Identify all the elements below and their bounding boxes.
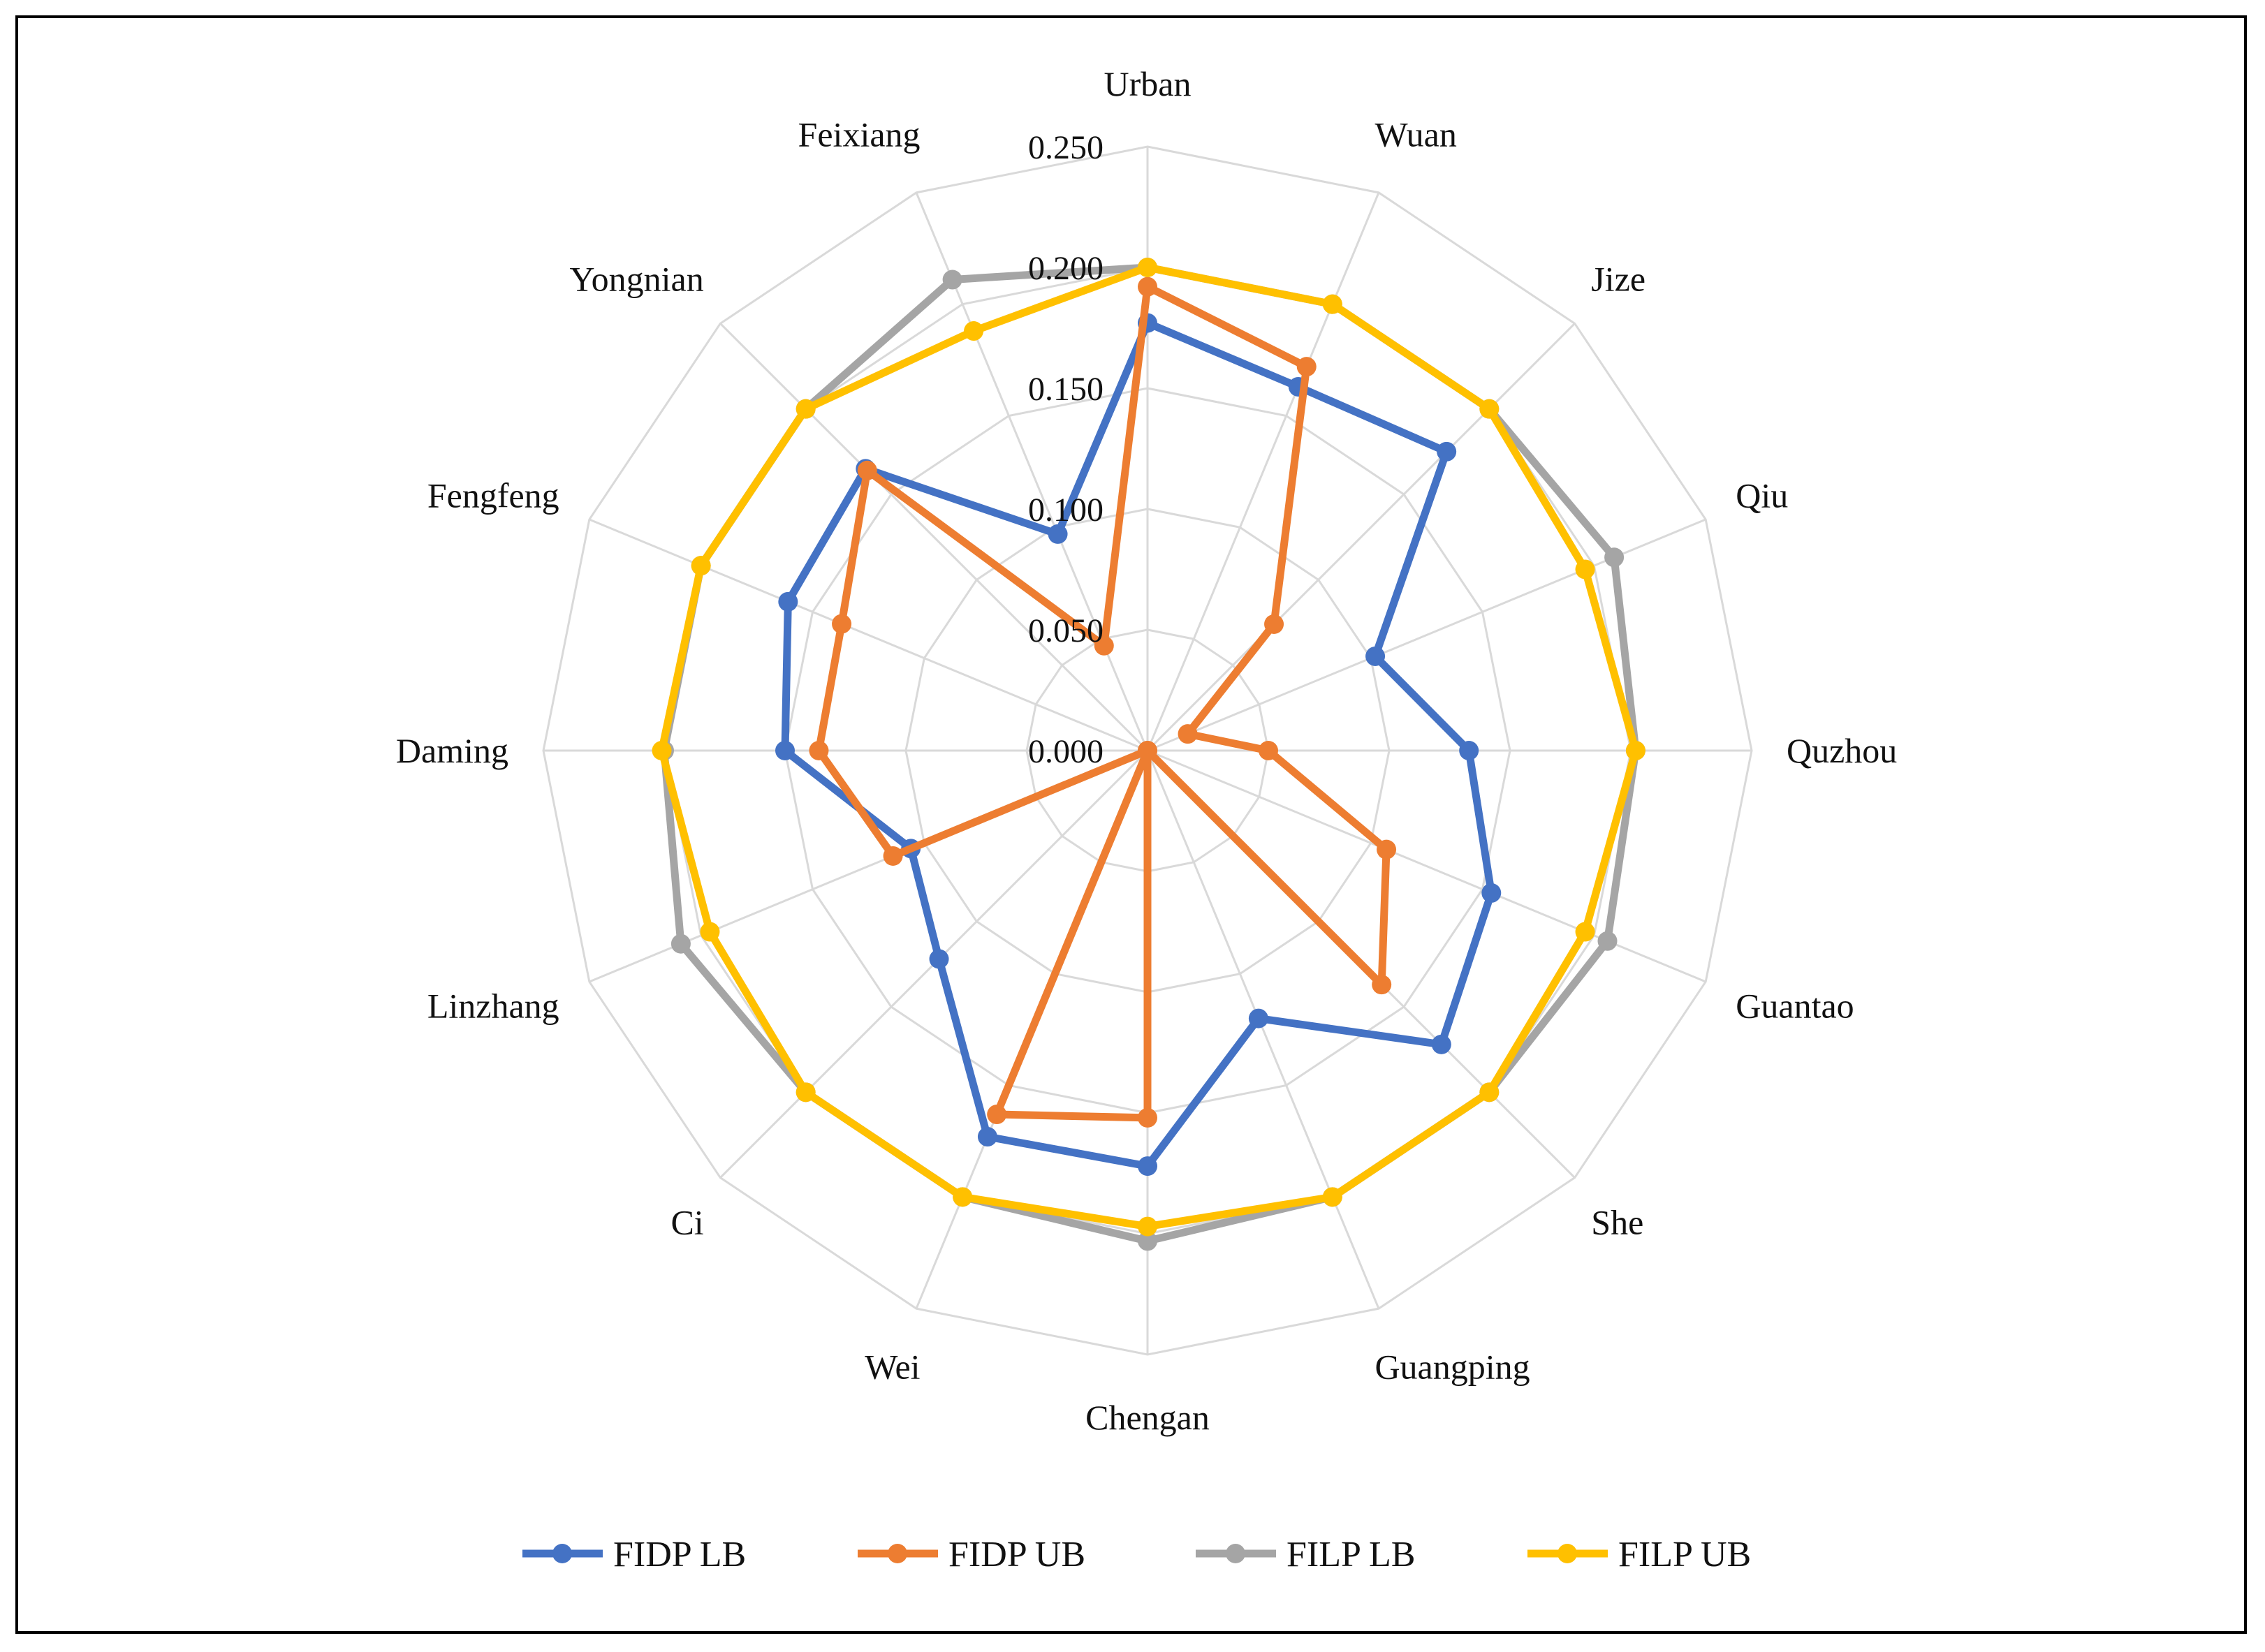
category-label-fengfeng: Fengfeng <box>427 476 559 515</box>
spoke-fengfeng <box>589 518 1148 752</box>
tick-label-0: 0.000 <box>1028 733 1104 770</box>
point-fidp-ub-jize <box>1264 614 1284 634</box>
legend-label-fidp-ub: FIDP UB <box>948 1535 1085 1574</box>
legend-swatch-marker-fidp-lb <box>552 1544 572 1563</box>
category-label-guantao: Guantao <box>1736 986 1854 1025</box>
point-filp-ub-guangping <box>1322 1187 1342 1207</box>
point-filp-ub-feixiang <box>964 321 984 341</box>
point-fidp-lb-guangping <box>1248 1008 1268 1028</box>
legend-swatch-marker-filp-ub <box>1557 1544 1577 1563</box>
category-label-wei: Wei <box>865 1347 920 1386</box>
point-fidp-ub-fengfeng <box>832 614 852 634</box>
legend-item-filp-lb: FILP LB <box>1196 1535 1415 1574</box>
point-filp-lb-feixiang <box>942 270 962 290</box>
point-filp-lb-qiu <box>1604 547 1625 568</box>
tick-label-3: 0.150 <box>1028 371 1104 408</box>
series-fidp-lb <box>775 313 1502 1177</box>
point-filp-ub-quzhou <box>1625 741 1645 760</box>
category-label-she: She <box>1591 1202 1643 1241</box>
point-fidp-lb-jize <box>1437 441 1457 462</box>
point-filp-ub-linzhang <box>700 922 720 942</box>
category-label-urban: Urban <box>1104 64 1192 103</box>
point-fidp-ub-qiu <box>1178 724 1198 744</box>
category-label-linzhang: Linzhang <box>427 986 559 1025</box>
radial-tick-labels: 0.000 0.050 0.100 0.150 0.200 0.250 <box>1028 129 1104 770</box>
category-label-daming: Daming <box>396 731 508 770</box>
point-fidp-ub-she <box>1372 975 1392 995</box>
series-filp-ub <box>652 258 1645 1237</box>
point-fidp-lb-chengan <box>1138 1156 1157 1177</box>
legend-swatch-marker-filp-lb <box>1226 1544 1245 1563</box>
point-fidp-ub-wuan <box>1296 357 1317 377</box>
series-line-fidp-lb <box>781 319 1495 1170</box>
tick-label-4: 0.200 <box>1028 250 1104 287</box>
category-label-jize: Jize <box>1591 260 1645 299</box>
point-filp-lb-linzhang <box>670 934 691 954</box>
point-fidp-lb-quzhou <box>1459 741 1479 760</box>
point-fidp-lb-fengfeng <box>778 591 798 612</box>
tick-label-5: 0.250 <box>1028 129 1104 166</box>
legend-item-fidp-lb: FIDP LB <box>522 1535 746 1574</box>
category-label-wuan: Wuan <box>1375 115 1456 154</box>
point-fidp-ub-daming <box>809 741 829 760</box>
radar-series <box>652 258 1645 1251</box>
point-filp-ub-fengfeng <box>691 556 711 576</box>
point-fidp-lb-ci <box>929 949 949 969</box>
legend-swatch-marker-fidp-ub <box>888 1544 907 1563</box>
point-filp-ub-she <box>1479 1082 1500 1102</box>
point-filp-ub-urban <box>1138 258 1157 277</box>
category-label-quzhou: Quzhou <box>1787 731 1897 770</box>
point-fidp-ub-feixiang <box>1094 635 1114 656</box>
series-fidp-ub <box>809 276 1397 1128</box>
point-fidp-ub-linzhang <box>883 846 903 866</box>
category-label-ci: Ci <box>670 1202 703 1241</box>
point-filp-ub-wuan <box>1322 294 1342 314</box>
tick-label-1: 0.050 <box>1028 612 1104 649</box>
point-fidp-lb-guantao <box>1481 883 1502 903</box>
point-fidp-ub-urban <box>1138 276 1157 297</box>
point-filp-ub-qiu <box>1575 559 1595 580</box>
category-label-chengan: Chengan <box>1085 1398 1210 1437</box>
category-label-feixiang: Feixiang <box>798 115 921 154</box>
point-fidp-ub-ci <box>1138 741 1157 760</box>
point-filp-ub-jize <box>1479 399 1500 419</box>
point-filp-lb-chengan <box>1138 1231 1157 1251</box>
point-filp-ub-guantao <box>1575 922 1595 942</box>
category-label-qiu: Qiu <box>1736 476 1788 515</box>
point-filp-lb-guantao <box>1597 931 1618 951</box>
spoke-guangping <box>1146 750 1380 1309</box>
point-filp-ub-ci <box>796 1082 816 1102</box>
legend-item-filp-ub: FILP UB <box>1527 1535 1751 1574</box>
spoke-jize <box>1146 323 1576 752</box>
legend-item-fidp-ub: FIDP UB <box>858 1535 1085 1574</box>
point-fidp-ub-yongnian <box>857 460 877 480</box>
tick-label-2: 0.100 <box>1028 492 1104 529</box>
point-fidp-lb-wei <box>977 1127 997 1147</box>
point-filp-ub-daming <box>652 741 672 760</box>
point-filp-ub-wei <box>953 1187 973 1207</box>
spoke-yongnian <box>719 323 1149 752</box>
category-labels: Urban Wuan Jize Qiu Quzhou Guantao She Guangpin… <box>396 64 1897 1437</box>
category-label-yongnian: Yongnian <box>570 260 704 299</box>
point-filp-ub-yongnian <box>796 399 816 419</box>
point-fidp-ub-guantao <box>1377 839 1397 860</box>
point-fidp-lb-she <box>1431 1034 1451 1054</box>
legend-label-filp-ub: FILP UB <box>1618 1535 1751 1574</box>
point-fidp-lb-qiu <box>1365 646 1386 666</box>
spoke-wuan <box>1146 192 1380 751</box>
point-fidp-ub-quzhou <box>1259 741 1278 760</box>
legend-label-filp-lb: FILP LB <box>1287 1535 1415 1574</box>
category-label-guangping: Guangping <box>1375 1347 1530 1386</box>
point-fidp-lb-feixiang <box>1048 524 1068 544</box>
legend: FIDP LB FIDP UB FILP LB FILP UB <box>522 1535 1751 1574</box>
legend-label-fidp-lb: FIDP LB <box>613 1535 746 1574</box>
point-filp-ub-chengan <box>1138 1216 1157 1237</box>
point-fidp-ub-wei <box>987 1105 1007 1125</box>
point-fidp-ub-chengan <box>1138 1107 1157 1128</box>
chart-frame <box>15 15 2247 1634</box>
point-fidp-lb-daming <box>775 741 795 760</box>
